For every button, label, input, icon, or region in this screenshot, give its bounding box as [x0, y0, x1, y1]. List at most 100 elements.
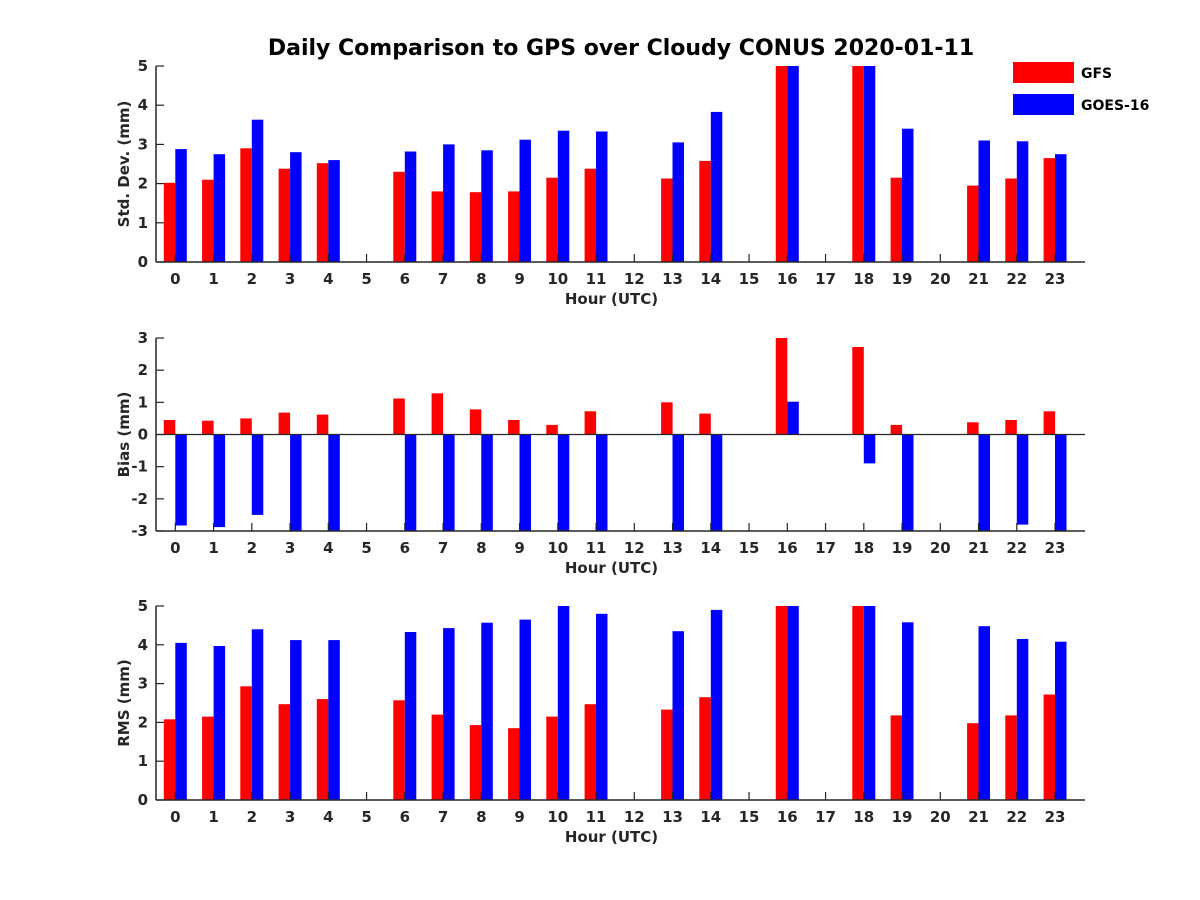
bar-gfs-hour-22: [1005, 178, 1017, 262]
bar-gfs-hour-7: [431, 393, 444, 435]
bar-goes-16-hour-7: [443, 628, 455, 800]
bar-gfs-hour-11: [584, 411, 597, 435]
y-tick-label: -2: [131, 490, 148, 508]
x-tick-label: 22: [1006, 270, 1027, 288]
bar-gfs-hour-4: [316, 414, 329, 435]
bar-gfs-hour-9: [508, 728, 520, 800]
x-tick-label: 1: [208, 539, 218, 557]
bar-gfs-hour-18: [852, 66, 864, 262]
bar-gfs-hour-1: [202, 716, 214, 800]
x-tick-label: 23: [1045, 270, 1066, 288]
x-tick-label: 23: [1045, 539, 1066, 557]
x-tick-label: 22: [1006, 539, 1027, 557]
x-tick-label: 6: [400, 539, 410, 557]
x-tick-label: 16: [777, 539, 798, 557]
bar-goes-16-hour-23: [1055, 434, 1067, 531]
bar-goes-16-hour-22: [1016, 141, 1029, 262]
bar-gfs-hour-14: [699, 697, 711, 800]
bar-goes-16-hour-10: [557, 434, 570, 531]
bar-goes-16-hour-1: [213, 646, 226, 800]
x-tick-label: 5: [361, 808, 371, 826]
bar-gfs-hour-2: [240, 686, 252, 800]
bar-goes-16-hour-14: [710, 111, 723, 263]
y-tick-label: 1: [138, 393, 148, 411]
bar-gfs-hour-13: [661, 709, 673, 800]
bar-gfs-hour-18: [852, 347, 864, 435]
x-tick-label: 7: [438, 270, 448, 288]
x-tick-label: 11: [586, 270, 607, 288]
bar-gfs-hour-19: [890, 715, 903, 800]
legend-label-gfs: GFS: [1081, 66, 1112, 82]
y-tick-label: -3: [131, 522, 148, 540]
y-tick-label: 0: [138, 791, 148, 809]
x-tick-label: 8: [476, 808, 486, 826]
x-tick-label: 17: [815, 539, 836, 557]
bar-gfs-hour-19: [890, 177, 903, 262]
x-tick-label: 10: [547, 539, 568, 557]
x-tick-label: 7: [438, 539, 448, 557]
bar-goes-16-hour-22: [1016, 639, 1029, 800]
x-tick-label: 21: [968, 539, 989, 557]
bar-gfs-hour-6: [393, 171, 405, 262]
x-tick-label: 3: [285, 539, 295, 557]
x-tick-label: 1: [208, 808, 218, 826]
x-tick-label: 17: [815, 270, 836, 288]
x-tick-label: 5: [361, 270, 371, 288]
bar-goes-16-hour-4: [328, 434, 340, 531]
x-axis-label: Hour (UTC): [565, 559, 658, 577]
y-tick-label: 2: [138, 713, 148, 731]
bar-gfs-hour-11: [584, 704, 597, 800]
x-tick-label: 9: [514, 539, 524, 557]
x-tick-label: 12: [624, 539, 645, 557]
bar-gfs-hour-23: [1043, 158, 1056, 262]
y-tick-label: 1: [138, 752, 148, 770]
bar-gfs-hour-0: [163, 182, 176, 262]
bar-goes-16-hour-6: [404, 151, 417, 262]
x-tick-label: 11: [586, 539, 607, 557]
x-tick-label: 11: [586, 808, 607, 826]
bar-gfs-hour-22: [1005, 420, 1017, 435]
y-tick-label: 0: [138, 426, 148, 444]
bar-goes-16-hour-7: [443, 144, 455, 262]
bar-gfs-hour-6: [393, 700, 405, 800]
bar-goes-16-hour-23: [1055, 154, 1067, 262]
bar-gfs-hour-3: [278, 704, 291, 800]
bar-gfs-hour-21: [967, 422, 979, 435]
y-tick-label: 3: [138, 675, 148, 693]
bar-goes-16-hour-9: [519, 139, 531, 262]
y-tick-label: 3: [138, 329, 148, 347]
y-tick-label: 3: [138, 135, 148, 153]
x-tick-label: 21: [968, 808, 989, 826]
bar-gfs-hour-13: [661, 402, 673, 435]
x-axis-label: Hour (UTC): [565, 290, 658, 308]
legend-label-goes-16: GOES-16: [1081, 98, 1149, 114]
x-tick-label: 20: [930, 539, 951, 557]
y-axis-label: Std. Dev. (mm): [115, 101, 133, 228]
bar-goes-16-hour-2: [251, 629, 264, 800]
x-tick-label: 16: [777, 270, 798, 288]
bar-gfs-hour-22: [1005, 715, 1017, 800]
x-tick-label: 18: [853, 539, 874, 557]
x-tick-label: 0: [170, 270, 180, 288]
x-tick-label: 2: [247, 270, 257, 288]
x-tick-label: 15: [739, 808, 760, 826]
bar-gfs-hour-10: [546, 424, 558, 435]
x-tick-label: 7: [438, 808, 448, 826]
bar-gfs-hour-16: [775, 606, 788, 800]
bar-gfs-hour-2: [240, 148, 252, 262]
bar-goes-16-hour-2: [251, 434, 264, 515]
bar-goes-16-hour-8: [481, 622, 493, 800]
bar-goes-16-hour-19: [902, 622, 914, 800]
x-tick-label: 15: [739, 270, 760, 288]
x-tick-label: 4: [323, 270, 333, 288]
bar-gfs-hour-13: [661, 178, 673, 262]
y-tick-label: 4: [138, 96, 148, 114]
x-tick-label: 13: [662, 270, 683, 288]
bar-gfs-hour-23: [1043, 694, 1056, 800]
bar-goes-16-hour-22: [1016, 434, 1029, 525]
bar-gfs-hour-14: [699, 160, 711, 262]
bar-gfs-hour-4: [316, 163, 329, 262]
